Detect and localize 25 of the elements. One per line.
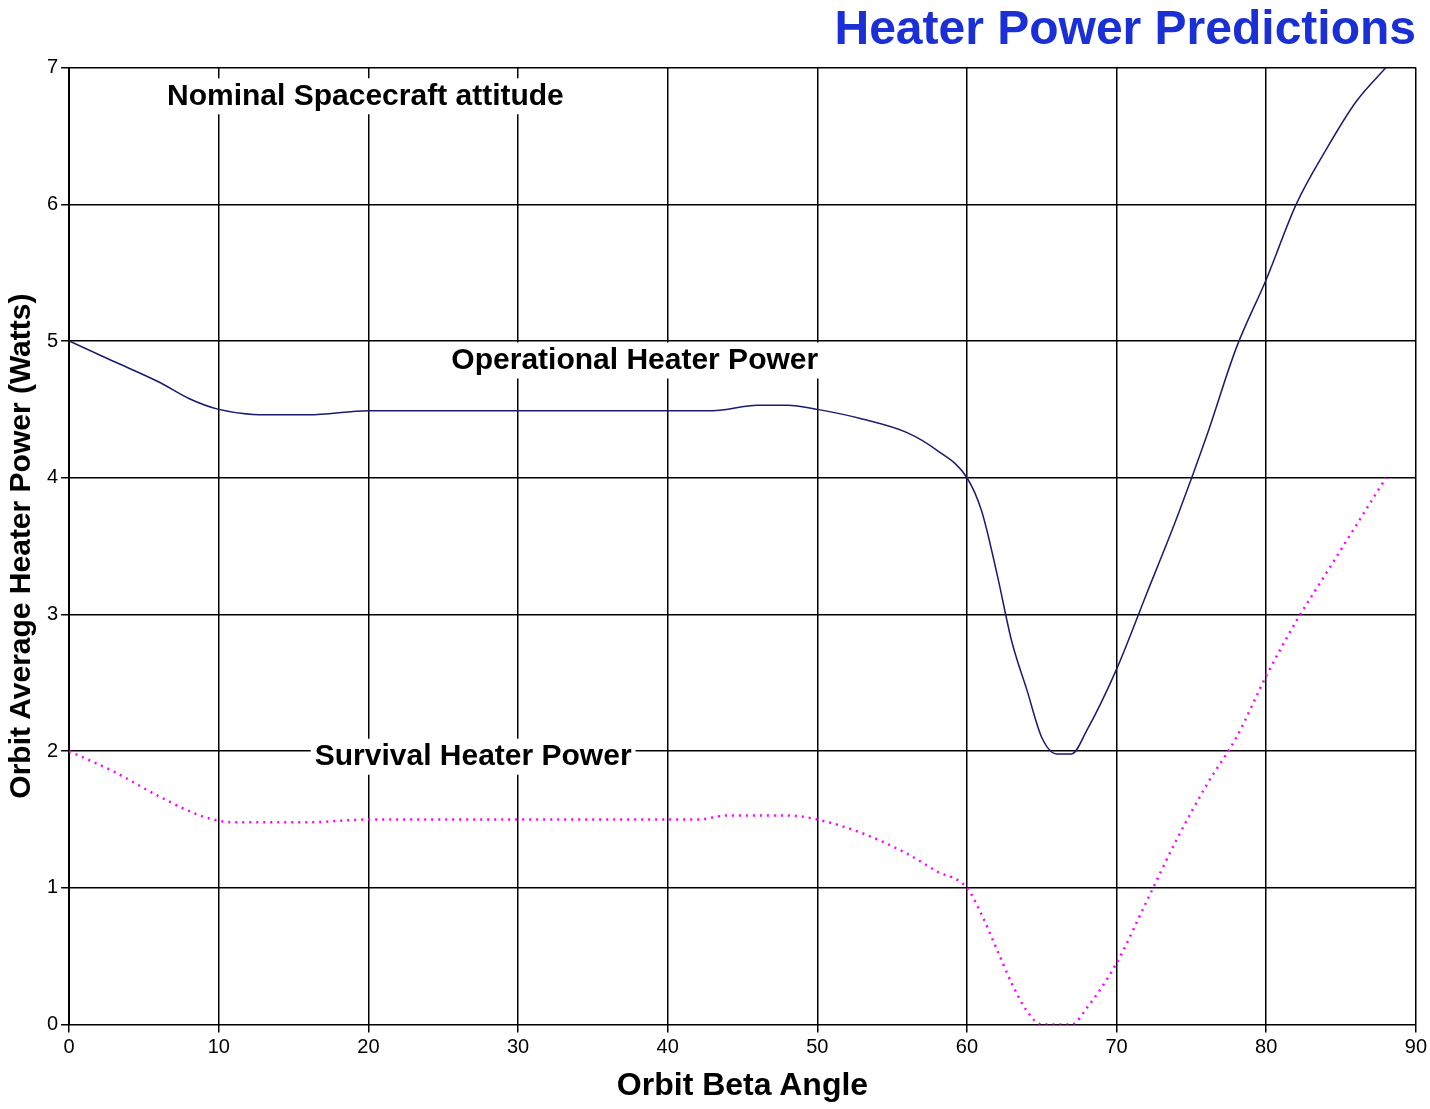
y-tick-label: 3 <box>47 601 59 624</box>
y-tick-label: 0 <box>47 1012 59 1035</box>
annotation: Survival Heater Power <box>314 737 632 771</box>
x-tick-label: 10 <box>207 1035 230 1058</box>
y-tick-label: 6 <box>47 191 59 214</box>
y-tick-label: 2 <box>47 738 59 761</box>
x-tick-label: 80 <box>1255 1035 1278 1058</box>
x-tick-label: 40 <box>656 1035 679 1058</box>
x-axis-title: Orbit Beta Angle <box>616 1065 869 1102</box>
y-tick-label: 4 <box>47 465 59 488</box>
chart-title: Heater Power Predictions <box>834 1 1416 55</box>
x-tick-label: 20 <box>357 1035 380 1058</box>
x-tick-label: 0 <box>63 1035 75 1058</box>
y-axis-title: Orbit Average Heater Power (Watts) <box>3 293 37 799</box>
annotation: Operational Heater Power <box>451 341 819 375</box>
y-tick-label: 7 <box>47 55 59 78</box>
line-series <box>69 476 1388 1025</box>
x-tick-label: 50 <box>806 1035 829 1058</box>
x-tick-label: 90 <box>1404 1035 1427 1058</box>
x-tick-label: 30 <box>506 1035 530 1058</box>
x-tick-label: 60 <box>955 1035 979 1058</box>
annotation: Nominal Spacecraft attitude <box>167 77 564 111</box>
x-tick-label: 70 <box>1105 1035 1128 1058</box>
y-tick-label: 5 <box>47 328 59 351</box>
y-tick-label: 1 <box>47 875 59 898</box>
